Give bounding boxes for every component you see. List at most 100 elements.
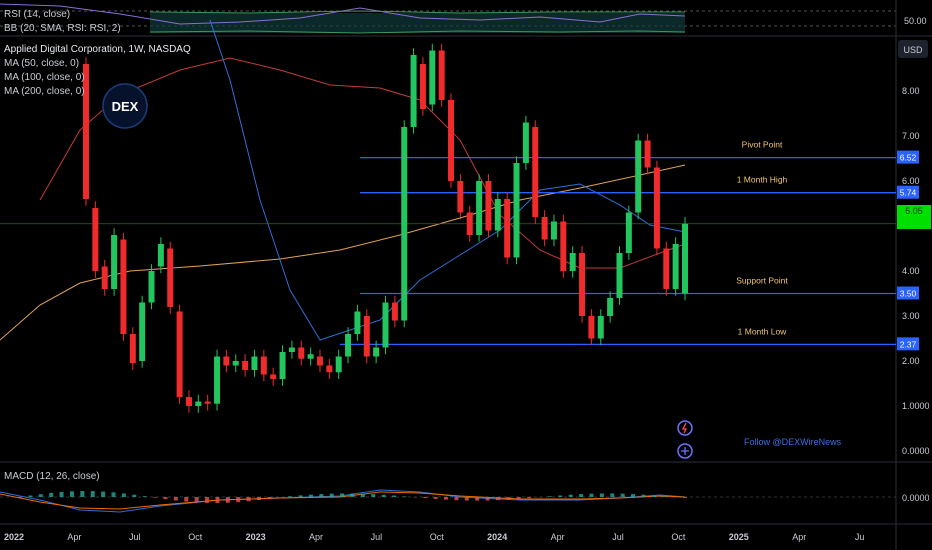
dex-logo-text: DEX	[112, 99, 139, 114]
candle-body	[504, 199, 511, 258]
macd-histogram-bar	[153, 497, 158, 498]
level-price-label: 5.74	[900, 188, 917, 198]
time-tick-label: 2023	[246, 532, 266, 542]
candle-body	[288, 347, 295, 352]
macd-histogram-bar	[620, 493, 625, 497]
price-tick-label: 6.00	[902, 176, 920, 186]
rsi-axis-value: 50.00	[904, 16, 927, 26]
time-tick-label: Apr	[67, 532, 81, 542]
macd-histogram-bar	[298, 495, 303, 497]
macd-histogram-bar	[236, 497, 241, 503]
macd-histogram-bar	[308, 494, 313, 497]
candle-body	[541, 217, 548, 240]
candle-body	[597, 316, 604, 339]
price-tick-label: 7.00	[902, 131, 920, 141]
candle-body	[550, 221, 557, 240]
bb-legend[interactable]: BB (20, SMA, RSI: RSI, 2)	[4, 23, 121, 34]
candle-body	[494, 199, 501, 231]
candle-body	[391, 302, 398, 321]
macd-legend[interactable]: MACD (12, 26, close)	[4, 471, 100, 482]
macd-histogram-bar	[485, 497, 490, 501]
macd-histogram-bar	[381, 494, 386, 497]
macd-histogram-bar	[558, 495, 563, 497]
currency-button[interactable]	[898, 40, 928, 58]
macd-histogram-bar	[111, 492, 116, 497]
macd-histogram-bar	[288, 496, 293, 497]
macd-histogram-bar	[340, 493, 345, 497]
macd-histogram-bar	[454, 497, 459, 501]
ma50-line	[209, 19, 686, 341]
rsi-lower-band	[149, 30, 686, 34]
currency-label: USD	[903, 45, 923, 55]
candle-body	[569, 253, 576, 271]
price-tick-label: 2.00	[902, 356, 920, 366]
candle-body	[185, 397, 192, 406]
ma50-legend[interactable]: MA (50, close, 0)	[4, 58, 80, 69]
candle-body	[522, 122, 529, 163]
candle-body	[532, 127, 539, 217]
macd-pane	[0, 489, 896, 513]
candle-body	[157, 244, 164, 267]
candle-body	[476, 181, 483, 235]
level-price-label: 2.37	[900, 339, 917, 349]
level-name: Support Point	[736, 276, 788, 286]
candle-body	[214, 356, 221, 404]
time-tick-label: Jul	[129, 532, 141, 542]
add-icon[interactable]	[677, 443, 693, 459]
macd-histogram-bar	[464, 497, 469, 501]
price-tick-label: 8.00	[902, 86, 920, 96]
candle-body	[457, 181, 464, 213]
macd-histogram-bar	[163, 497, 168, 500]
candle-body	[279, 352, 286, 379]
candle-body	[83, 64, 89, 199]
symbol-title[interactable]: Applied Digital Corporation, 1W, NASDAQ	[4, 44, 191, 55]
time-tick-label: 2024	[487, 532, 507, 542]
ma200-legend[interactable]: MA (200, close, 0)	[4, 86, 85, 97]
candle-body	[419, 64, 426, 109]
ma100-legend[interactable]: MA (100, close, 0)	[4, 72, 85, 83]
level-name: Pivot Point	[742, 140, 783, 150]
candle-body	[251, 356, 258, 370]
level-price-badge	[897, 185, 919, 199]
macd-histogram-bar	[641, 494, 646, 497]
candle-body	[382, 302, 389, 348]
macd-histogram-bar	[360, 493, 365, 497]
candle-body	[354, 311, 361, 334]
rsi-legend[interactable]: RSI (14, close)	[4, 9, 71, 20]
macd-histogram-bar	[516, 497, 521, 499]
time-tick-label: Apr	[309, 532, 323, 542]
candle-body	[101, 266, 108, 289]
macd-histogram-bar	[444, 497, 449, 500]
macd-histogram-bar	[527, 497, 532, 499]
candle-body	[345, 334, 352, 357]
macd-histogram-bar	[547, 496, 552, 497]
candle-body	[663, 248, 670, 289]
rsi-line	[0, 3, 686, 25]
macd-histogram-bar	[132, 494, 137, 497]
time-tick-label: Apr	[792, 532, 806, 542]
candle-body	[653, 167, 660, 249]
macd-histogram-bar	[256, 497, 261, 501]
candle-body	[625, 212, 632, 253]
macd-histogram-bar	[319, 494, 324, 497]
candle-body	[579, 253, 586, 316]
macd-histogram-bar	[59, 491, 64, 497]
macd-histogram-bar	[329, 493, 334, 497]
macd-histogram-bar	[599, 493, 604, 497]
candle-body	[92, 208, 99, 271]
time-tick-label: Jul	[371, 532, 383, 542]
candle-body	[129, 334, 136, 364]
time-tick-label: Oct	[671, 532, 686, 542]
candle-body	[298, 347, 305, 359]
bolt-icon[interactable]	[677, 420, 693, 436]
candle-body	[195, 401, 202, 406]
price-tick-label: 4.00	[902, 266, 920, 276]
macd-signal	[0, 491, 686, 510]
candle-body	[607, 298, 614, 316]
candle-body	[635, 140, 642, 213]
candle-body	[326, 365, 333, 373]
level-price-label: 6.52	[900, 153, 917, 163]
add-icon-glyph	[681, 447, 689, 455]
ma200-line	[0, 164, 686, 341]
